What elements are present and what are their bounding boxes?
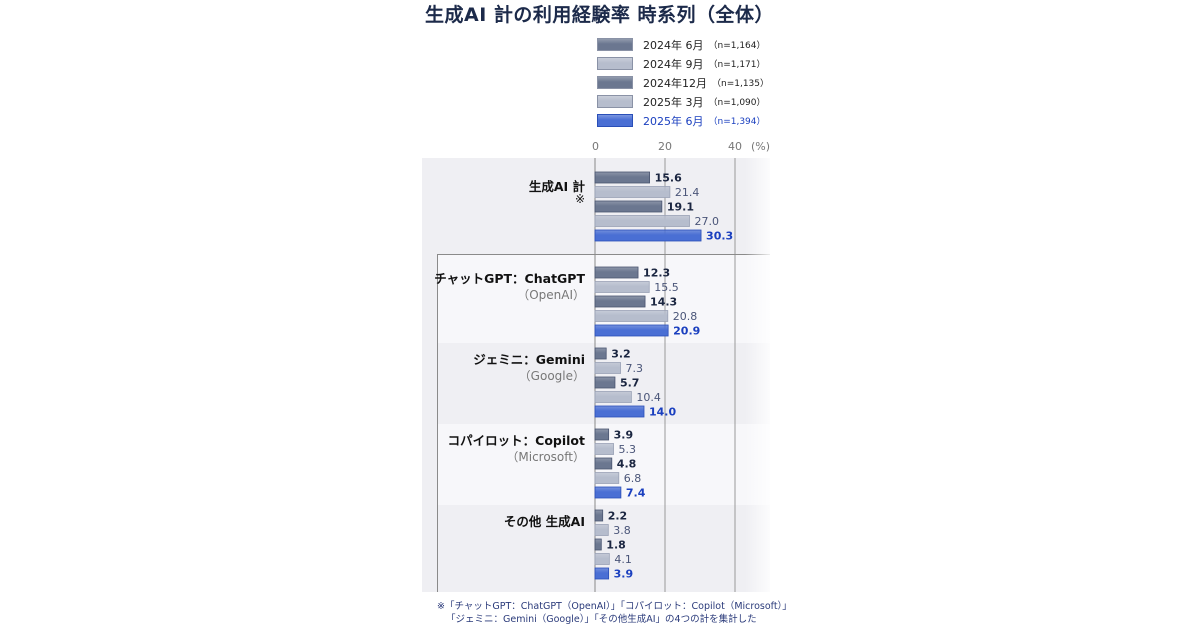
legend-swatch (597, 114, 633, 127)
legend-n: （n=1,394） (708, 117, 766, 127)
data-label: 15.5 (654, 281, 679, 294)
group-box-border (437, 254, 770, 592)
bar (594, 376, 616, 389)
legend: 2024年 6月 （n=1,164） 2024年 9月 （n=1,171） 2024… (597, 35, 769, 130)
bar (594, 443, 614, 455)
data-label: 14.3 (650, 296, 677, 309)
data-label: 30.3 (706, 230, 733, 243)
bar (594, 229, 702, 242)
legend-swatch (597, 57, 633, 70)
legend-item: 2024年12月 （n=1,135） (597, 73, 769, 92)
data-label: 27.0 (695, 215, 720, 228)
bar (594, 472, 620, 484)
data-label: 7.4 (626, 487, 646, 500)
category-label: チャットGPT：ChatGPT (434, 271, 585, 286)
bar (594, 310, 669, 322)
x-tick-label: 40 (728, 140, 742, 153)
category-label: コパイロット：Copilot (447, 433, 585, 448)
bar (594, 457, 613, 470)
data-label: 12.3 (643, 267, 670, 280)
legend-n: （n=1,171） (708, 60, 766, 70)
data-label: 5.7 (620, 377, 640, 390)
legend-swatch (597, 95, 633, 108)
data-label: 4.1 (614, 553, 632, 566)
bar (594, 266, 639, 279)
data-label: 21.4 (675, 186, 700, 199)
category-sublabel: （OpenAI） (517, 288, 585, 302)
bar (594, 391, 632, 403)
legend-label: 2025年 6月 (643, 114, 704, 128)
legend-label: 2024年 9月 (643, 57, 704, 71)
legend-swatch (597, 38, 633, 51)
category-sublabel: （Microsoft） (506, 450, 585, 464)
bar (594, 567, 610, 580)
bar (594, 524, 609, 536)
data-label: 20.9 (673, 325, 700, 338)
data-label: 10.4 (636, 391, 661, 404)
data-label: 6.8 (624, 472, 642, 485)
data-label: 3.8 (613, 524, 631, 537)
bar (594, 538, 602, 551)
bar (594, 405, 645, 418)
bar (594, 362, 621, 374)
bar (594, 186, 671, 198)
data-label: 5.3 (619, 443, 637, 456)
legend-item: 2024年 6月 （n=1,164） (597, 35, 769, 54)
category-label: ジェミニ：Gemini (473, 352, 585, 367)
bar (594, 171, 650, 184)
category-label: その他 生成AI (503, 514, 585, 529)
legend-item: 2024年 9月 （n=1,171） (597, 54, 769, 73)
data-label: 4.8 (617, 458, 637, 471)
legend-n: （n=1,135） (712, 79, 770, 89)
data-label: 3.9 (614, 429, 634, 442)
legend-item: 2025年 3月 （n=1,090） (597, 92, 769, 111)
bar (594, 509, 604, 522)
bar (594, 200, 663, 213)
bar (594, 215, 690, 227)
category-note-mark: ※ (574, 192, 585, 206)
bar (594, 295, 646, 308)
bar (594, 486, 622, 499)
bar (594, 324, 669, 337)
x-tick-label: 20 (658, 140, 672, 153)
legend-label: 2024年 6月 (643, 38, 704, 52)
category-label: 生成AI 計 (528, 179, 585, 194)
data-label: 3.2 (611, 348, 631, 361)
bar (594, 281, 650, 293)
legend-label: 2025年 3月 (643, 95, 704, 109)
legend-n: （n=1,090） (708, 98, 766, 108)
data-label: 7.3 (626, 362, 644, 375)
data-label: 3.9 (614, 568, 634, 581)
data-label: 15.6 (655, 172, 682, 185)
legend-swatch (597, 76, 633, 89)
bar (594, 553, 610, 565)
bar (594, 347, 607, 360)
data-label: 2.2 (608, 510, 628, 523)
footnote-line: 「ジェミニ：Gemini（Google）」「その他生成AI」の4つの計を集計した (446, 614, 757, 625)
data-label: 1.8 (606, 539, 626, 552)
bar (594, 428, 610, 441)
unit-label: (%) (751, 140, 771, 153)
chart-title: 生成AI 計の利用経験率 時系列（全体） (425, 4, 775, 26)
right-fade (745, 158, 775, 592)
data-label: 20.8 (673, 310, 698, 323)
data-label: 19.1 (667, 201, 694, 214)
legend-label: 2024年12月 (643, 76, 707, 90)
panel-margin (422, 254, 438, 592)
legend-n: （n=1,164） (708, 41, 766, 51)
footnote-line: ※「チャットGPT：ChatGPT（OpenAI）」「コパイロット：Copilo… (437, 601, 792, 612)
category-sublabel: （Google） (518, 369, 585, 383)
legend-item: 2025年 6月 （n=1,394） (597, 111, 769, 130)
footnote: ※「チャットGPT：ChatGPT（OpenAI）」「コパイロット：Copilo… (437, 600, 792, 626)
data-label: 14.0 (649, 406, 676, 419)
x-tick-label: 0 (592, 140, 599, 153)
